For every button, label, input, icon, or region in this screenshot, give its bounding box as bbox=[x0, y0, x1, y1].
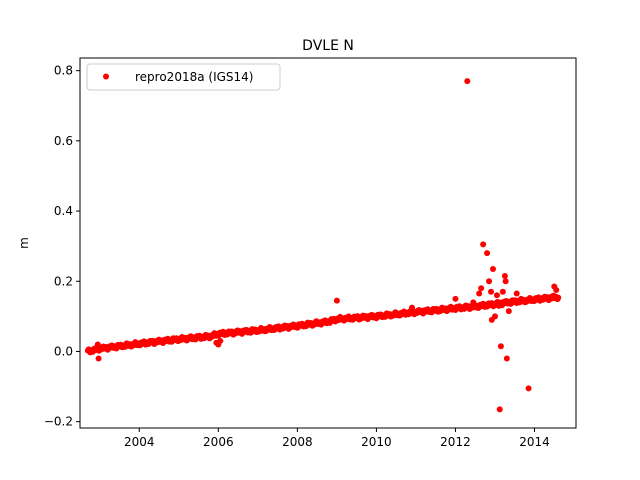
data-point bbox=[499, 288, 506, 295]
y-tick-label: 0.4 bbox=[54, 204, 73, 218]
data-point bbox=[497, 343, 504, 350]
x-tick-label: 2012 bbox=[440, 435, 471, 449]
data-point bbox=[501, 272, 508, 279]
chart-title: DVLE N bbox=[302, 38, 354, 54]
y-axis-label: m bbox=[17, 237, 31, 249]
legend-box bbox=[86, 63, 281, 91]
data-point bbox=[95, 355, 102, 362]
x-tick-label: 2010 bbox=[361, 435, 392, 449]
x-axis: 2004 2006 2008 2010 2012 2014 bbox=[124, 428, 550, 449]
data-point bbox=[493, 292, 500, 299]
y-tick-label: 0.8 bbox=[54, 64, 73, 78]
data-point bbox=[490, 265, 497, 272]
data-point bbox=[513, 290, 520, 297]
data-point bbox=[491, 313, 498, 320]
data-point bbox=[480, 241, 487, 248]
data-point bbox=[525, 385, 532, 392]
x-tick-label: 2004 bbox=[124, 435, 155, 449]
x-tick-label: 2014 bbox=[519, 435, 550, 449]
data-point bbox=[464, 78, 471, 85]
data-point bbox=[470, 299, 477, 306]
data-point bbox=[496, 406, 503, 413]
plot-frame bbox=[79, 57, 577, 429]
data-point bbox=[452, 295, 459, 302]
data-point bbox=[503, 355, 510, 362]
data-point bbox=[505, 308, 512, 315]
data-point bbox=[94, 341, 101, 348]
y-axis: −0.2 0.0 0.2 0.4 0.6 0.8 bbox=[44, 64, 80, 429]
x-tick-label: 2008 bbox=[282, 435, 313, 449]
legend-marker bbox=[103, 73, 109, 80]
x-tick-label: 2006 bbox=[203, 435, 234, 449]
data-point bbox=[502, 278, 509, 285]
data-point bbox=[553, 287, 560, 294]
data-point bbox=[484, 250, 491, 257]
data-point bbox=[217, 337, 224, 344]
data-point bbox=[488, 288, 495, 295]
data-point bbox=[555, 294, 562, 301]
legend-entry-label: repro2018a (IGS14) bbox=[135, 70, 253, 84]
y-tick-label: 0.0 bbox=[54, 344, 73, 358]
legend: repro2018a (IGS14) bbox=[86, 63, 281, 91]
data-point bbox=[408, 304, 415, 311]
data-point bbox=[495, 302, 502, 309]
data-layer bbox=[84, 78, 562, 413]
data-point bbox=[476, 290, 483, 297]
data-point bbox=[486, 278, 493, 285]
y-tick-label: −0.2 bbox=[44, 415, 73, 429]
data-point bbox=[478, 285, 485, 292]
data-point bbox=[333, 297, 340, 304]
plot-area bbox=[80, 58, 576, 428]
y-tick-label: 0.6 bbox=[54, 134, 73, 148]
y-tick-label: 0.2 bbox=[54, 274, 73, 288]
